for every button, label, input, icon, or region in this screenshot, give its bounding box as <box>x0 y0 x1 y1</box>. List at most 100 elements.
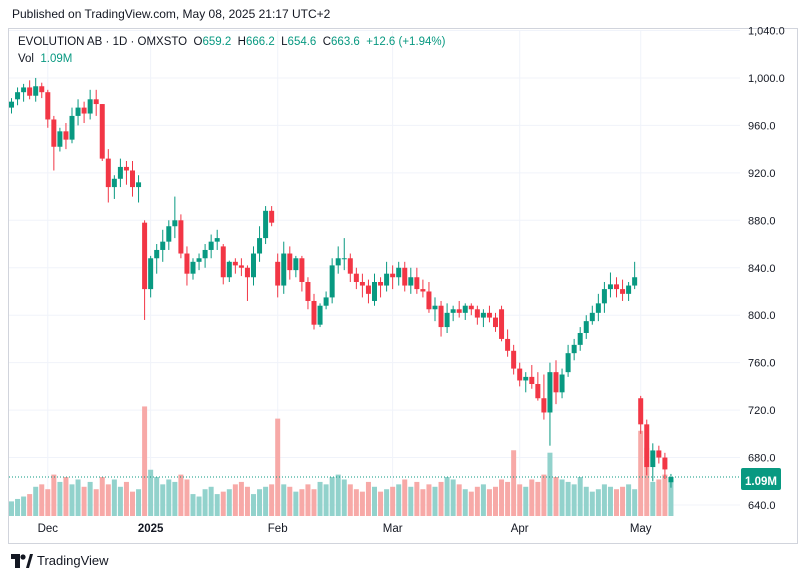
candle-body <box>638 398 644 425</box>
volume-bar <box>535 481 541 516</box>
candle-body <box>105 158 111 188</box>
price-tick-label: 840.0 <box>748 263 776 275</box>
candle-body <box>9 101 14 108</box>
high-value: 666.2 <box>245 36 275 48</box>
candle-body <box>559 374 565 393</box>
volume-bar <box>111 479 117 516</box>
volume-bar <box>166 479 172 516</box>
volume-bar <box>190 494 196 516</box>
high-label: H <box>237 36 246 48</box>
candle-body <box>662 457 668 470</box>
volume-bar <box>184 479 190 516</box>
time-tick-label: Mar <box>383 523 403 535</box>
volume-bar <box>63 477 69 516</box>
candle-body <box>571 344 577 354</box>
volume-bar <box>462 489 468 516</box>
volume-bar <box>426 484 432 516</box>
candle-body <box>263 210 269 239</box>
candle-body <box>317 305 323 325</box>
volume-bar <box>287 486 293 516</box>
candle-body <box>444 312 450 328</box>
candle-body <box>51 119 57 147</box>
volume-bar <box>486 489 492 516</box>
volume-bar <box>480 484 486 516</box>
candle-body <box>257 238 263 254</box>
volume-bar <box>432 486 438 516</box>
candle-body <box>214 238 220 242</box>
candle-body <box>523 376 529 381</box>
volume-bar <box>51 474 57 516</box>
candle-body <box>372 281 377 301</box>
published-caption: Published on TradingView.com, May 08, 20… <box>12 7 331 21</box>
volume-bar <box>117 486 123 516</box>
volume-bar <box>323 484 329 516</box>
tradingview-logo[interactable]: TradingView <box>11 553 109 568</box>
time-tick-label: May <box>630 523 652 535</box>
volume-bar <box>414 481 420 516</box>
candle-body <box>244 267 250 278</box>
volume-bar <box>359 491 365 516</box>
candle-body <box>438 305 444 328</box>
volume-bar <box>329 477 335 516</box>
volume-bar <box>456 484 462 516</box>
candle-body <box>347 258 353 274</box>
candle-body <box>414 277 420 290</box>
candle-body <box>117 166 123 179</box>
last-volume-badge <box>741 472 781 490</box>
volume-bar <box>541 474 547 516</box>
candle-body <box>462 305 468 313</box>
tradingview-logo-icon <box>11 553 33 568</box>
volume-bar <box>335 474 341 516</box>
candle-body <box>577 333 583 345</box>
candle-body <box>21 87 27 93</box>
volume-bar <box>595 489 601 516</box>
candle-body <box>238 265 244 268</box>
volume-bar <box>408 486 414 516</box>
volume-bar <box>620 486 626 516</box>
price-tick-label: 1,040.0 <box>748 26 785 38</box>
candle-body <box>601 289 607 304</box>
candle-body <box>136 182 142 188</box>
candle-body <box>432 305 438 310</box>
volume-bar <box>15 498 21 516</box>
volume-bar <box>390 486 396 516</box>
volume-bar <box>372 486 377 516</box>
candle-body <box>541 398 547 413</box>
grid-lines <box>9 30 740 516</box>
candle-body <box>378 281 384 286</box>
open-label: O <box>193 36 203 48</box>
candle-body <box>196 258 202 262</box>
candle-body <box>287 253 293 271</box>
candle-body <box>87 99 93 114</box>
volume-bar <box>607 486 613 516</box>
volume-bar <box>214 494 220 516</box>
volume-bar <box>632 489 638 516</box>
candle-body <box>529 376 535 385</box>
candle-body <box>517 368 523 381</box>
volume-bar <box>650 481 656 516</box>
candle-body <box>160 241 166 250</box>
candle-body <box>614 284 619 290</box>
candle-body <box>420 289 426 292</box>
low-value: 654.6 <box>287 36 317 48</box>
candle-body <box>123 166 129 171</box>
volume-bar <box>523 486 529 516</box>
candle-body <box>99 104 105 159</box>
candle-body <box>626 285 632 294</box>
volume-value: 1.09M <box>40 53 73 65</box>
volume-bar <box>396 484 402 516</box>
candle-body <box>202 249 208 259</box>
candle-body <box>650 450 656 468</box>
volume-bar <box>589 491 595 516</box>
volume-bar <box>226 489 232 516</box>
candle-body <box>335 258 341 266</box>
volume-bar <box>33 486 39 516</box>
volume-bar <box>196 496 202 516</box>
candle-body <box>293 258 299 271</box>
candle-body <box>456 309 462 313</box>
candle-body <box>595 303 601 313</box>
volume-bar <box>238 481 244 516</box>
candle-body <box>226 261 232 278</box>
candle-body <box>208 241 214 250</box>
